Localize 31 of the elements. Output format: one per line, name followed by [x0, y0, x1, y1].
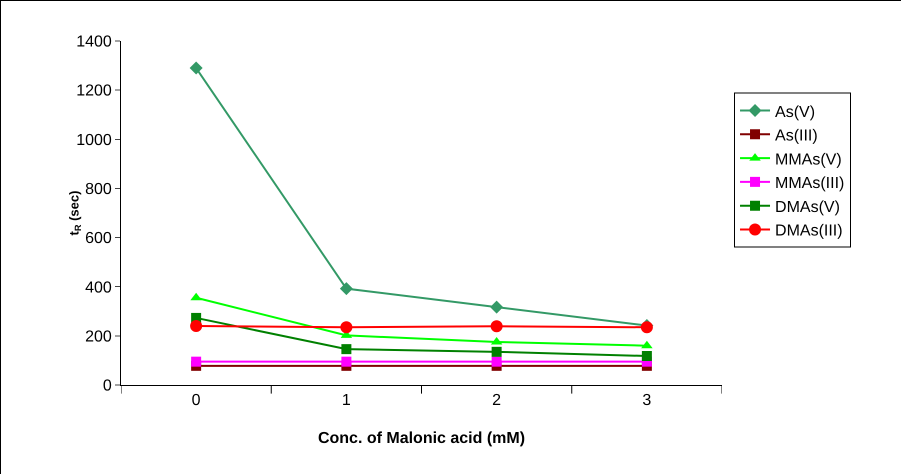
- y-tick-label: 600: [85, 230, 112, 248]
- point: [490, 300, 504, 314]
- point: [492, 346, 502, 357]
- point: [340, 282, 353, 296]
- y-tick-label: 1400: [76, 34, 112, 51]
- legend-label: MMAs(V): [775, 151, 842, 168]
- point: [490, 320, 503, 332]
- point: [340, 321, 352, 334]
- point: [341, 356, 352, 367]
- y-tick-label: 200: [85, 328, 112, 346]
- point: [492, 356, 502, 367]
- y-tick-label: 400: [85, 279, 112, 296]
- x-tick-label: 0: [192, 392, 201, 410]
- legend-label: DMAs(III): [775, 222, 843, 240]
- point: [191, 356, 202, 367]
- y-tick-label: 1200: [76, 82, 112, 100]
- point: [190, 320, 202, 332]
- legend-label: MMAs(III): [775, 175, 844, 192]
- x-axis-title: Conc. of Malonic acid (mM): [318, 430, 526, 447]
- legend-label: As(III): [775, 128, 818, 145]
- x-tick-label: 2: [492, 392, 502, 410]
- point: [341, 344, 352, 354]
- point: [642, 351, 652, 362]
- y-tick-label: 800: [85, 181, 112, 198]
- x-tick-label: 1: [342, 392, 351, 410]
- y-tick-label: 1000: [76, 132, 112, 149]
- x-tick-label: 3: [642, 392, 652, 410]
- y-tick-label: 0: [102, 378, 112, 395]
- legend-label: As(V): [775, 104, 816, 121]
- legend-label: DMAs(V): [775, 198, 840, 216]
- point: [190, 62, 203, 75]
